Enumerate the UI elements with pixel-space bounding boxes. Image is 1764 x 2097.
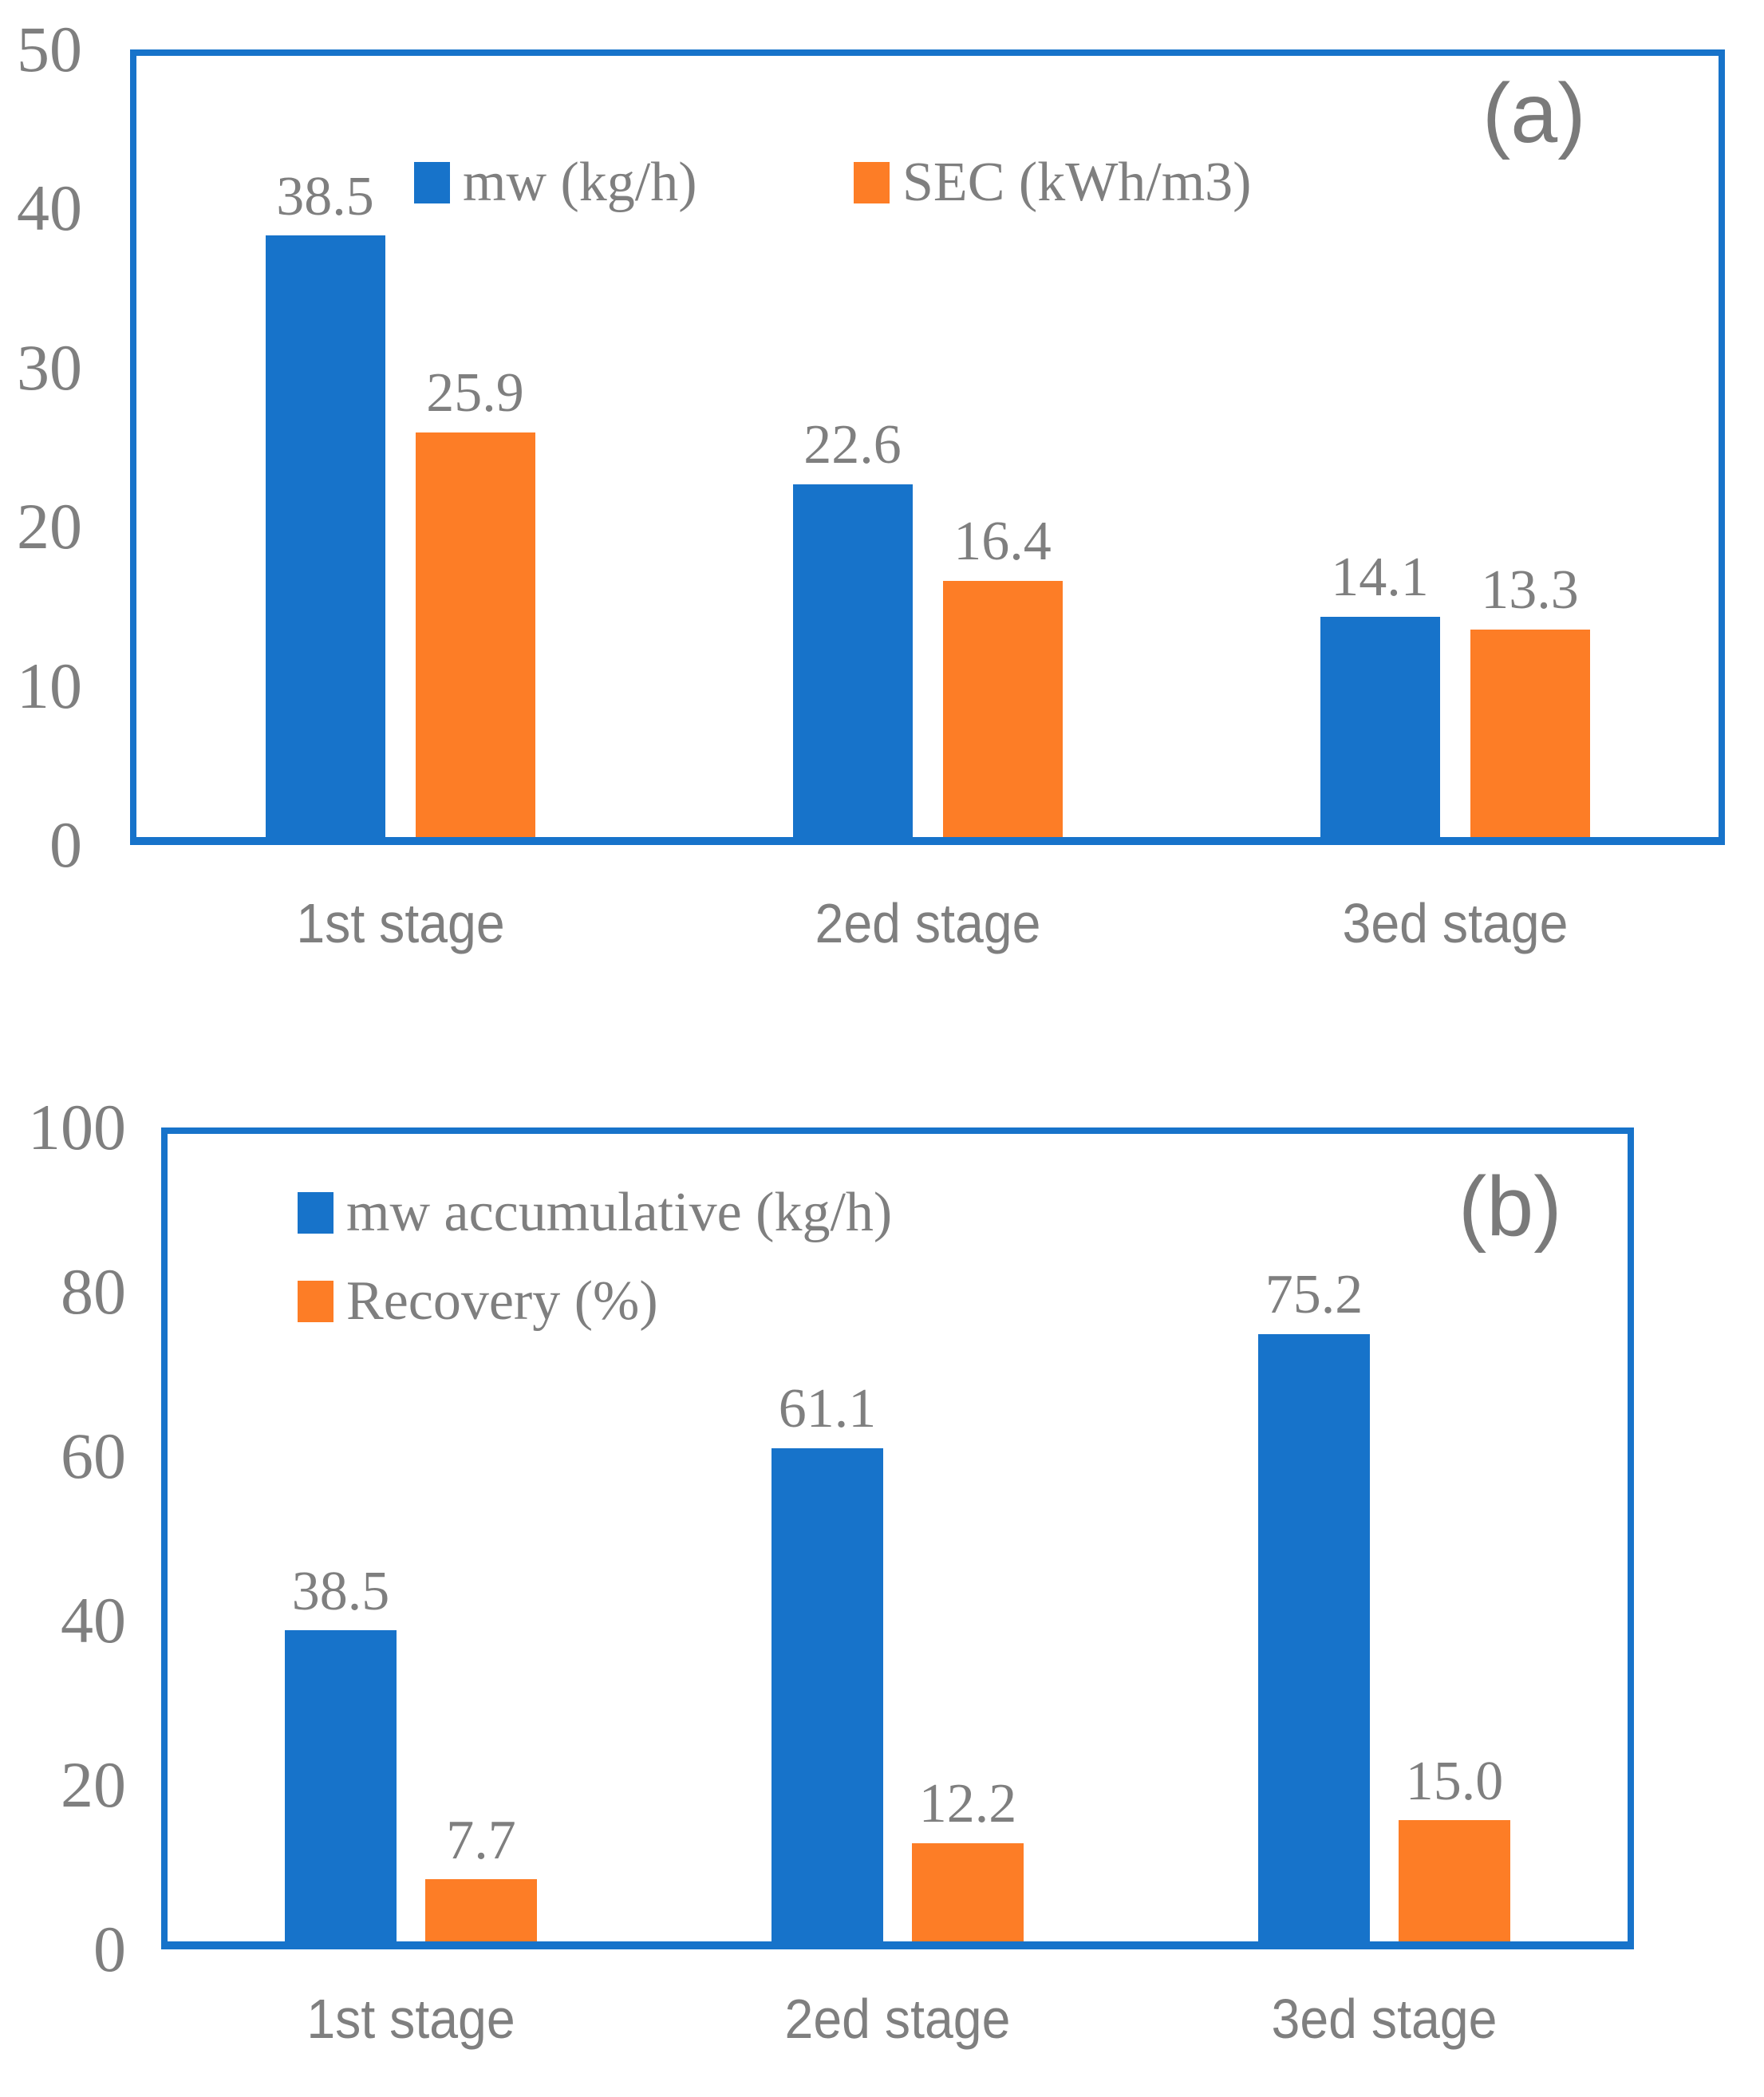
- legend-swatch-blue-icon: [414, 161, 450, 203]
- data-label: 7.7: [446, 1809, 516, 1871]
- x-category-label: 1st stage: [306, 1988, 515, 2050]
- plot-area-b: 38.5 61.1 75.2 7.7 12.2 15.0: [161, 1127, 1634, 1949]
- bar-series2-2ed-stage: [912, 1842, 1024, 1941]
- x-category-label: 3ed stage: [1271, 1988, 1498, 2050]
- data-label: 75.2: [1265, 1264, 1363, 1326]
- legend-item-sec: SEC (kWh/m3): [854, 152, 1251, 213]
- legend-item-mw-accumulative: mw accumulative (kg/h): [298, 1182, 892, 1243]
- bar-series2-1st-stage: [425, 1879, 537, 1941]
- data-label: 22.6: [803, 414, 902, 476]
- legend-item-recovery: Recovery (%): [298, 1270, 658, 1332]
- bar-series2-2ed-stage: [942, 580, 1063, 837]
- data-label: 15.0: [1405, 1750, 1504, 1812]
- bar-series1-2ed-stage: [772, 1447, 883, 1941]
- panel-letter-b: (b): [1458, 1159, 1562, 1254]
- bar-series2-1st-stage: [415, 432, 535, 837]
- y-tick-label-10: 10: [17, 649, 82, 722]
- bar-series1-3ed-stage: [1320, 616, 1440, 837]
- y-tick-label-40: 40: [17, 172, 82, 245]
- y-tick-label-100: 100: [28, 1091, 126, 1163]
- data-label: 16.4: [953, 511, 1052, 573]
- data-label: 61.1: [778, 1378, 877, 1440]
- x-category-label: 2ed stage: [815, 892, 1040, 954]
- data-label: 38.5: [276, 165, 374, 227]
- legend-swatch-blue-icon: [298, 1191, 333, 1234]
- y-tick-label-0: 0: [93, 1913, 126, 1985]
- y-tick-label-20: 20: [17, 490, 82, 563]
- y-tick-label-80: 80: [61, 1255, 126, 1328]
- y-tick-label-60: 60: [61, 1420, 126, 1492]
- data-label: 12.2: [918, 1773, 1017, 1835]
- legend-label-recovery: Recovery (%): [346, 1270, 658, 1332]
- bar-series1-3ed-stage: [1258, 1333, 1370, 1941]
- bar-series1-1st-stage: [285, 1630, 397, 1941]
- x-category-label: 1st stage: [295, 892, 505, 954]
- bar-series1-1st-stage: [265, 235, 385, 837]
- y-tick-label-40: 40: [61, 1584, 126, 1657]
- data-label: 25.9: [426, 362, 524, 425]
- y-tick-label-50: 50: [17, 13, 82, 85]
- plot-area-a: 38.5 22.6 14.1 25.9 16.4 13.3: [130, 49, 1725, 845]
- bar-series2-3ed-stage: [1470, 629, 1590, 837]
- legend-swatch-orange-icon: [854, 161, 890, 203]
- bar-series1-2ed-stage: [792, 484, 913, 837]
- legend-label-sec: SEC (kWh/m3): [902, 152, 1252, 213]
- data-label: 38.5: [291, 1560, 390, 1622]
- data-label: 14.1: [1331, 547, 1429, 609]
- y-tick-label-20: 20: [61, 1748, 126, 1821]
- panel-letter-a: (a): [1482, 66, 1586, 160]
- x-category-label: 3ed stage: [1342, 892, 1568, 954]
- legend-item-mw: mw (kg/h): [414, 152, 697, 213]
- y-tick-label-0: 0: [49, 808, 82, 881]
- bar-series2-3ed-stage: [1399, 1820, 1510, 1941]
- x-category-label: 2ed stage: [784, 1988, 1011, 2050]
- legend-label-mw-accumulative: mw accumulative (kg/h): [346, 1182, 893, 1243]
- data-label: 13.3: [1481, 559, 1579, 622]
- legend-swatch-orange-icon: [298, 1280, 333, 1322]
- y-tick-label-30: 30: [17, 330, 82, 404]
- legend-label-mw: mw (kg/h): [463, 152, 697, 213]
